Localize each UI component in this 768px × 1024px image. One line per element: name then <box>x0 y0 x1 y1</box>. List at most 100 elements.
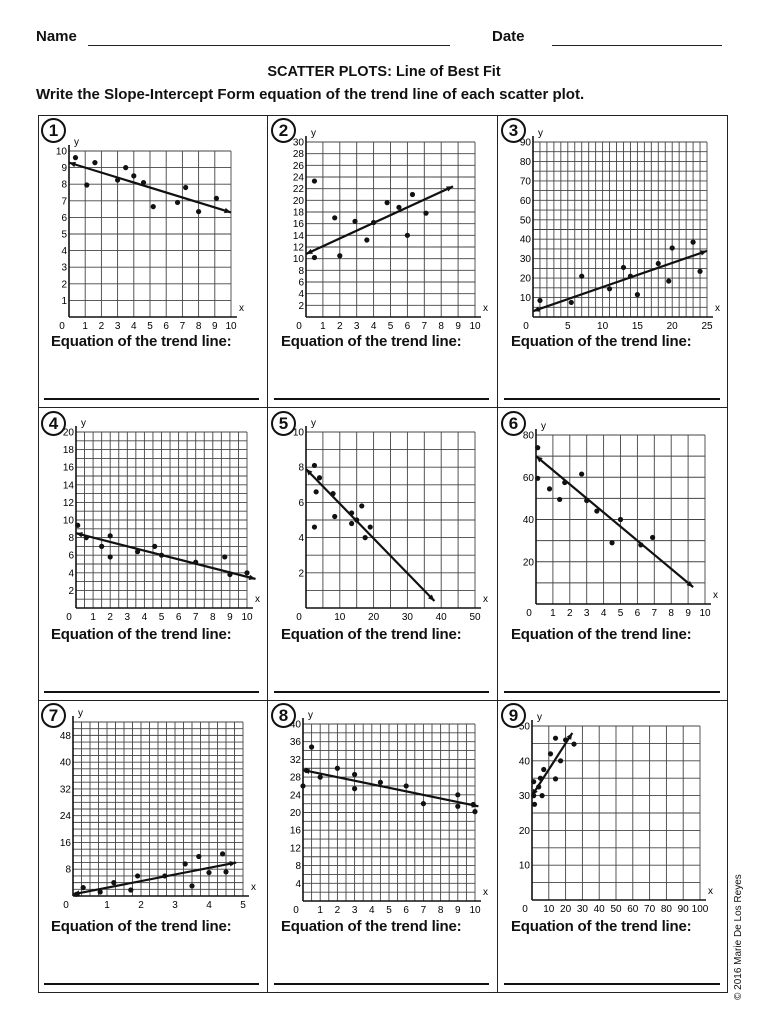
x-tick-label: 5 <box>386 905 392 915</box>
y-tick-label: 60 <box>523 472 535 483</box>
y-tick-label: 40 <box>60 758 72 769</box>
arrowhead <box>427 593 435 601</box>
x-axis-label: x <box>713 590 718 601</box>
y-tick-label: 24 <box>293 173 305 184</box>
data-point <box>541 766 547 773</box>
data-point <box>337 253 343 259</box>
x-tick-label: 50 <box>469 612 481 623</box>
trend-line <box>72 861 237 896</box>
data-point <box>309 744 315 750</box>
y-tick-label: 28 <box>293 149 305 160</box>
equation-answer-line[interactable] <box>274 398 489 400</box>
arrowhead <box>686 580 694 587</box>
x-tick-label: 9 <box>685 608 691 619</box>
y-tick-label: 1 <box>61 296 67 307</box>
equation-answer-line[interactable] <box>504 983 720 985</box>
problem-number: 3 <box>501 118 526 143</box>
x-tick-label: 80 <box>661 904 673 915</box>
trend-line <box>75 531 256 580</box>
x-tick-label: 3 <box>584 608 590 619</box>
problem-cell-3: 0 5 10 15 20 25 10 20 30 40 50 60 70 80 90 x y 3 Equation … <box>498 115 728 408</box>
y-tick-label: 32 <box>60 784 72 795</box>
equation-answer-line[interactable] <box>504 398 720 400</box>
x-tick-label: 2 <box>107 612 113 623</box>
data-point <box>364 237 370 243</box>
x-tick-label: 90 <box>678 904 690 915</box>
data-point <box>371 219 377 226</box>
equation-answer-line[interactable] <box>504 690 720 693</box>
y-tick-label: 30 <box>293 138 305 149</box>
date-input-line[interactable] <box>552 45 722 46</box>
x-tick-label: 2 <box>335 905 341 915</box>
x-axis-label: x <box>255 594 260 605</box>
data-point <box>606 286 613 292</box>
data-point <box>638 541 644 547</box>
data-point <box>220 851 226 857</box>
x-tick-label: 10 <box>543 904 555 915</box>
grid-lines <box>302 723 476 902</box>
data-point <box>362 534 368 540</box>
data-point <box>409 191 416 198</box>
data-point <box>352 218 358 224</box>
scatter-plot-7: 0 1 2 3 4 5 8 16 24 32 40 48 x y <box>60 708 256 911</box>
x-tick-label: 9 <box>212 321 218 330</box>
y-axis-label: y <box>308 710 313 721</box>
x-tick-label: 8 <box>196 321 202 330</box>
x-tick-label: 5 <box>159 612 165 623</box>
arrowhead <box>700 250 707 256</box>
equation-answer-line[interactable] <box>44 690 259 693</box>
equation-answer-line[interactable] <box>44 398 259 400</box>
page-title: SCATTER PLOTS: Line of Best Fit <box>267 64 501 80</box>
y-tick-label: 40 <box>523 515 535 526</box>
y-tick-label: 7 <box>61 196 67 207</box>
data-point <box>313 488 319 494</box>
data-point <box>531 801 538 807</box>
x-axis-label: x <box>708 886 713 897</box>
x-tick-label: 0 <box>63 900 69 911</box>
y-tick-label: 20 <box>63 427 75 438</box>
problem-number: 9 <box>501 703 526 728</box>
y-tick-label: 10 <box>293 427 305 438</box>
problem-number: 4 <box>41 410 66 436</box>
data-point <box>244 569 250 575</box>
x-tick-label: 15 <box>632 321 644 330</box>
data-point <box>470 801 476 808</box>
x-axis-label: x <box>483 303 488 314</box>
x-tick-label: 20 <box>368 612 380 623</box>
y-tick-label: 50 <box>519 722 531 733</box>
grid-lines <box>72 721 244 897</box>
y-tick-label: 30 <box>519 791 531 802</box>
data-point <box>107 532 113 538</box>
x-tick-label: 0 <box>296 612 302 623</box>
y-tick-label: 80 <box>520 157 532 168</box>
data-point <box>135 873 141 879</box>
equation-label: Equation of the trend line: <box>511 333 692 350</box>
equation-label: Equation of the trend line: <box>51 625 232 643</box>
x-tick-label: 10 <box>469 905 481 915</box>
y-axis-label: y <box>81 418 86 429</box>
y-tick-label: 40 <box>290 720 302 731</box>
grid-lines <box>531 725 701 901</box>
y-tick-label: 60 <box>520 196 532 207</box>
trend-line <box>532 249 708 313</box>
data-point <box>571 741 577 747</box>
y-tick-label: 8 <box>65 865 71 876</box>
data-point <box>150 204 156 210</box>
data-point <box>359 502 365 509</box>
problem-number: 2 <box>271 118 296 143</box>
equation-answer-line[interactable] <box>44 983 259 985</box>
data-point <box>84 182 90 188</box>
x-tick-label: 10 <box>334 612 346 623</box>
y-tick-label: 20 <box>293 196 305 207</box>
data-point <box>80 885 86 891</box>
data-point <box>75 522 81 528</box>
data-point <box>92 160 98 166</box>
data-point <box>222 553 228 560</box>
name-input-line[interactable] <box>88 45 450 46</box>
equation-answer-line[interactable] <box>274 983 489 985</box>
data-point <box>546 485 553 491</box>
y-tick-label: 20 <box>519 826 531 837</box>
name-label: Name <box>36 28 77 45</box>
equation-answer-line[interactable] <box>274 690 489 693</box>
